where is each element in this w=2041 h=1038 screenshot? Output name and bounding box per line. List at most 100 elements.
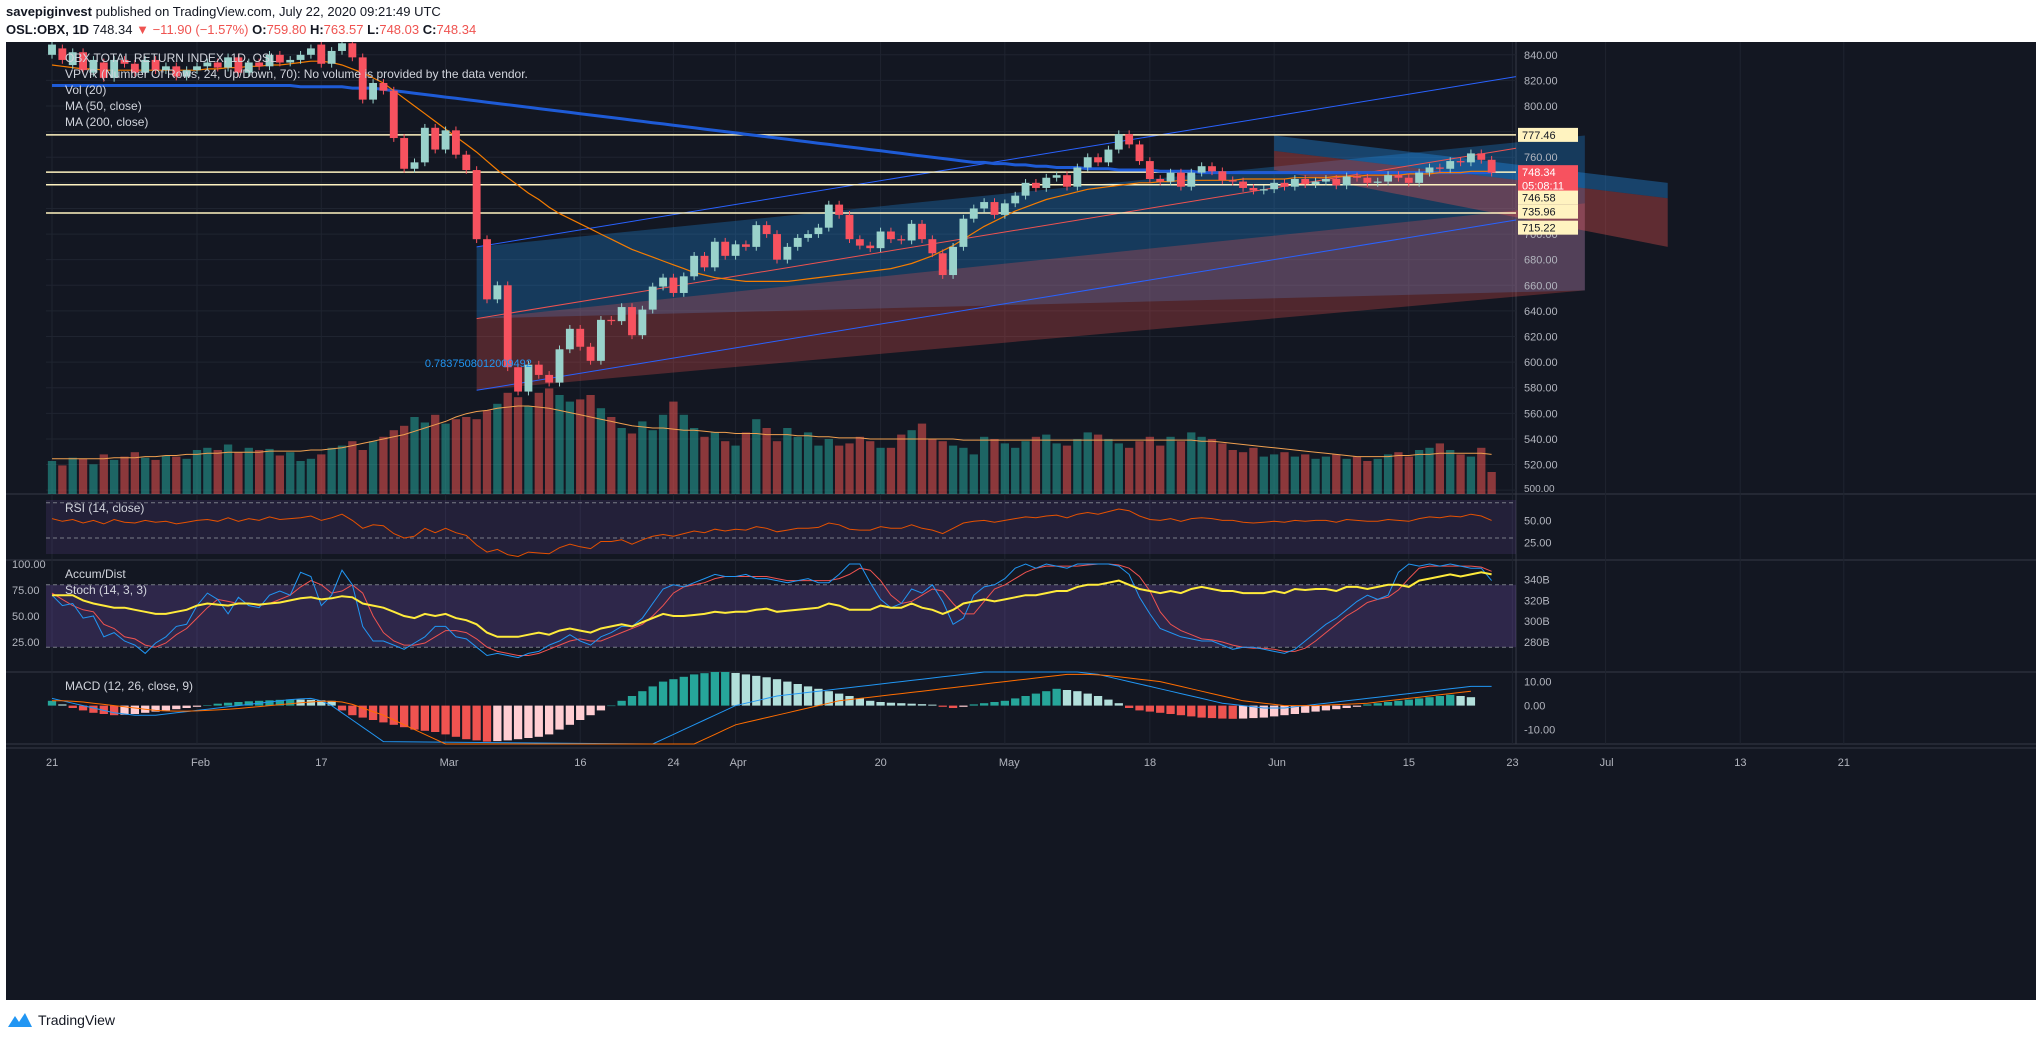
- macd-histogram-bar: [192, 705, 202, 707]
- volume-bar: [172, 456, 181, 494]
- macd-histogram-bar: [1218, 705, 1227, 719]
- macd-histogram-bar: [182, 705, 191, 708]
- candle-body: [338, 43, 346, 51]
- volume-bar: [928, 439, 937, 494]
- candle-body: [400, 138, 409, 169]
- volume-bar: [959, 447, 968, 494]
- macd-signal-line: [52, 673, 1471, 745]
- volume-bar: [234, 452, 243, 494]
- chart-canvas[interactable]: 0.7837508012009492 520.00 540.00 560.00 580.…: [6, 42, 2036, 1000]
- candle-body: [990, 202, 999, 215]
- candle-body: [1477, 153, 1486, 160]
- macd-histogram-bar: [534, 705, 543, 737]
- price-tag-bg: [1518, 127, 1578, 142]
- volume-bar: [265, 448, 274, 494]
- macd-histogram-bar: [814, 688, 823, 706]
- stoch-axis-tick: 25.00: [12, 637, 40, 649]
- macd-histogram-bar: [1425, 697, 1434, 706]
- volume-bar: [1114, 443, 1123, 494]
- volume-bar: [110, 459, 119, 494]
- volume-bar: [1290, 456, 1299, 494]
- time-axis-tick: 18: [1144, 757, 1156, 769]
- publish-info: published on TradingView.com, July 22, 2…: [95, 4, 441, 19]
- candle-body: [1332, 179, 1341, 186]
- candle-body: [151, 59, 160, 71]
- macd-histogram-bar: [1031, 693, 1041, 706]
- candle-body: [959, 218, 968, 247]
- macd-histogram-bar: [617, 700, 626, 706]
- macd-axis-tick: -10.00: [1524, 725, 1555, 737]
- rsi-axis-tick: 50.00: [1524, 515, 1552, 527]
- volume-bar: [306, 458, 316, 494]
- candle-body: [524, 364, 533, 392]
- macd-line: [51, 671, 1492, 745]
- candle-body: [752, 225, 761, 247]
- candle-body: [327, 50, 336, 64]
- macd-histogram-bar: [1197, 705, 1206, 718]
- ma200-line: [52, 84, 1492, 175]
- low-label: L:: [367, 22, 380, 37]
- open-value: 759.80: [266, 22, 307, 37]
- macd-histogram-bar: [441, 705, 450, 735]
- volume-bar: [886, 447, 896, 494]
- volume-bar: [1487, 472, 1496, 494]
- candle-body: [1425, 167, 1434, 173]
- macd-histogram-bar: [379, 705, 388, 723]
- publisher-name[interactable]: savepiginvest: [6, 4, 92, 19]
- volume-bar: [710, 432, 719, 494]
- candle-body: [1208, 166, 1216, 172]
- candle-body: [1135, 144, 1144, 162]
- macd-histogram-bar: [586, 705, 595, 716]
- macd-histogram-bar: [1114, 703, 1123, 706]
- macd-histogram-bar: [389, 705, 398, 725]
- candle-body: [1218, 171, 1227, 181]
- candle-body: [224, 57, 233, 68]
- candle-body: [918, 223, 926, 240]
- candle-body: [1415, 172, 1424, 183]
- channel-line-bottom: [476, 219, 1517, 391]
- price-tag-label: 748.34: [1522, 167, 1556, 179]
- macd-histogram-bar: [762, 677, 771, 706]
- volume-bar: [1052, 443, 1061, 494]
- macd-histogram-bar: [1011, 698, 1020, 706]
- candle-body: [244, 62, 253, 73]
- macd-histogram-bar: [1228, 705, 1237, 719]
- macd-histogram-bar: [1135, 705, 1144, 711]
- time-axis-tick: 13: [1734, 757, 1746, 769]
- candle-body: [348, 43, 357, 58]
- macd-histogram-bar: [576, 705, 585, 720]
- macd-histogram-bar: [648, 686, 657, 706]
- candle-body: [1249, 187, 1258, 191]
- candle-body: [296, 54, 305, 60]
- macd-histogram-bar: [78, 705, 88, 711]
- candle-body: [130, 63, 139, 73]
- candle-body: [58, 48, 67, 60]
- chart-svg[interactable]: 0.7837508012009492 520.00 540.00 560.00 580.…: [6, 42, 2036, 1000]
- volume-bar: [866, 441, 875, 494]
- candle-body: [596, 319, 605, 361]
- macd-histogram-bar: [855, 698, 864, 706]
- volume-bar: [503, 392, 512, 494]
- macd-histogram-bar: [959, 705, 968, 707]
- macd-histogram-bar: [1145, 705, 1154, 712]
- chart-header: savepiginvest published on TradingView.c…: [6, 3, 2036, 41]
- macd-histogram-bar: [1394, 700, 1403, 706]
- volume-bar: [358, 450, 367, 494]
- candle-body: [1021, 182, 1030, 196]
- macd-histogram-bar: [1021, 696, 1030, 706]
- volume-bar: [524, 406, 533, 494]
- macd-histogram-bar: [203, 705, 212, 706]
- volume-bar: [1228, 450, 1237, 494]
- candle-body: [389, 90, 398, 139]
- macd-histogram-bar: [1125, 705, 1134, 708]
- candle-body: [710, 241, 719, 268]
- tradingview-footer[interactable]: TradingView: [6, 1008, 115, 1032]
- candle-body: [1156, 179, 1165, 182]
- macd-histogram-bar: [969, 704, 978, 706]
- candle-body: [1114, 134, 1123, 150]
- candle-body: [120, 59, 129, 64]
- volume-bar: [731, 445, 740, 494]
- symbol-label[interactable]: OSL:OBX, 1D: [6, 22, 90, 37]
- volume-bar: [223, 444, 233, 494]
- volume-bar: [555, 395, 564, 494]
